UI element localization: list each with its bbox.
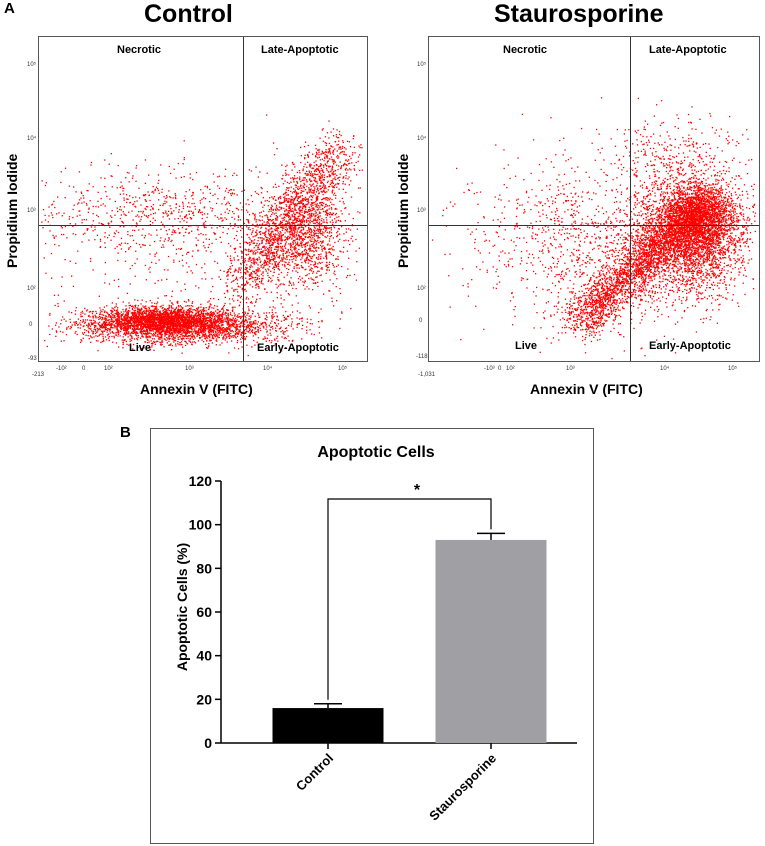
control-quadrant-necrotic: Necrotic (117, 44, 162, 56)
panel-a-letter: A (4, 0, 15, 17)
control-dot-plot: Necrotic Late-Apoptotic Live Early-Apopt… (38, 36, 368, 362)
staurosporine-vertical-gate (630, 37, 631, 361)
staurosporine-quadrant-live: Live (515, 340, 538, 352)
staurosporine-xtick: 10² (506, 366, 515, 372)
control-xtick: 10⁴ (263, 366, 273, 372)
control-ytick: 10³ (27, 208, 36, 214)
y-tick-label: 60 (196, 604, 212, 620)
y-tick-label: 100 (189, 517, 213, 533)
control-xtick: 10³ (185, 366, 194, 372)
control-xtick: -213 (32, 372, 45, 378)
event-dots (41, 114, 363, 357)
x-tick-label: Control (293, 751, 336, 794)
significance-star: * (414, 482, 421, 499)
staurosporine-dot-plot: Necrotic Late-Apoptotic Live Early-Apopt… (428, 36, 760, 362)
bar-chart-frame: Apoptotic Cells Apoptotic Cells (%) * 0 2… (150, 428, 594, 844)
significance-bracket (327, 498, 492, 700)
staurosporine-ytick: -118 (416, 354, 428, 360)
staurosporine-ytick: 0 (419, 318, 423, 324)
staurosporine-ytick: 10² (417, 286, 426, 292)
staurosporine-quadrant-late-apoptotic: Late-Apoptotic (649, 44, 727, 56)
y-tick-label: 20 (196, 691, 212, 707)
staurosporine-plot-title: Staurosporine (494, 0, 664, 28)
y-tick-label: 0 (204, 735, 212, 751)
control-y-axis-label: Propidium Iodide (4, 153, 20, 268)
staurosporine-xtick: 10³ (566, 366, 575, 372)
staurosporine-xtick: 0 (498, 366, 502, 372)
bar-staurosporine (435, 539, 547, 743)
control-xtick: 0 (82, 366, 86, 372)
x-tick-label: Staurosporine (426, 751, 499, 824)
control-x-axis-label: Annexin V (FITC) (140, 381, 253, 397)
bar-control (272, 708, 384, 743)
staurosporine-xtick: 10⁵ (728, 366, 738, 372)
control-ytick: 10⁵ (27, 62, 37, 68)
control-xtick: 10⁵ (338, 366, 348, 372)
staurosporine-ytick: 10⁴ (417, 136, 427, 142)
control-xtick: 10² (104, 366, 113, 372)
control-scatter (41, 114, 363, 357)
control-horizontal-gate (39, 225, 367, 226)
control-ytick: 0 (29, 322, 33, 328)
staurosporine-scatter (431, 97, 757, 360)
control-quadrant-early-apoptotic: Early-Apoptotic (257, 342, 339, 354)
staurosporine-ytick: 10³ (417, 208, 426, 214)
staurosporine-ytick: 10⁵ (417, 62, 427, 68)
apoptotic-cells-bar-chart: Apoptotic Cells Apoptotic Cells (%) * 0 2… (174, 444, 577, 824)
bar-chart-y-axis-label: Apoptotic Cells (%) (174, 543, 190, 671)
event-dots (431, 97, 757, 360)
control-ytick: 10² (27, 286, 36, 292)
y-tick-label: 120 (189, 473, 213, 489)
staurosporine-y-axis-label: Propidium Iodide (395, 153, 411, 268)
staurosporine-xtick: 10⁴ (660, 366, 670, 372)
control-quadrant-late-apoptotic: Late-Apoptotic (261, 44, 339, 56)
control-ytick: 10⁴ (27, 136, 37, 142)
control-xtick: -10² (56, 366, 67, 372)
y-tick-label: 80 (196, 560, 212, 576)
control-vertical-gate (243, 37, 244, 361)
bar-chart-title: Apoptotic Cells (317, 444, 434, 461)
control-plot-title: Control (144, 0, 233, 28)
staurosporine-quadrant-necrotic: Necrotic (503, 44, 548, 56)
y-tick-label: 40 (196, 648, 212, 664)
control-ytick: -93 (28, 356, 37, 362)
staurosporine-horizontal-gate (429, 225, 759, 226)
control-quadrant-live: Live (129, 342, 152, 354)
staurosporine-xtick: -1,031 (418, 372, 436, 378)
staurosporine-quadrant-early-apoptotic: Early-Apoptotic (649, 340, 731, 352)
panel-b-letter: B (120, 424, 131, 441)
staurosporine-xtick: -10³ (484, 366, 495, 372)
staurosporine-x-axis-label: Annexin V (FITC) (530, 381, 643, 397)
